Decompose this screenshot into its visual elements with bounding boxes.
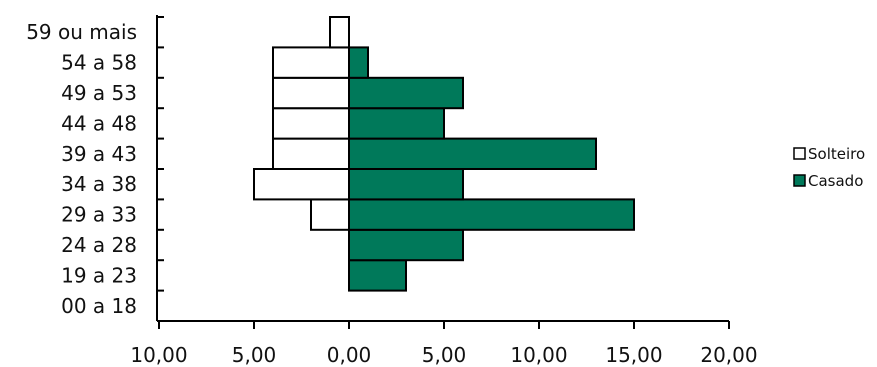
legend-label-solteiro: Solteiro: [808, 145, 865, 163]
bar-solteiro-29-a-33: [310, 198, 350, 231]
x-tick-label: 5,00: [422, 343, 467, 367]
y-tick-label: 44 a 48: [61, 111, 137, 135]
bar-solteiro-39-a-43: [272, 137, 350, 171]
bar-casado-39-a-43: [348, 137, 597, 171]
bar-casado-24-a-28: [348, 228, 464, 262]
bar-casado-44-a-48: [348, 107, 445, 140]
bar-casado-54-a-58: [348, 46, 369, 79]
y-tick-label: 49 a 53: [61, 81, 137, 105]
legend-label-casado: Casado: [808, 172, 863, 190]
axes: [156, 15, 730, 329]
x-tick-label: 20,00: [700, 343, 757, 367]
y-tick-label: 19 a 23: [61, 263, 137, 287]
bar-casado-34-a-38: [348, 168, 464, 201]
bar-solteiro-34-a-38: [253, 168, 350, 201]
bar-solteiro-49-a-53: [272, 76, 350, 110]
legend: Solteiro Casado: [793, 145, 865, 190]
y-tick-label: 59 ou mais: [26, 20, 137, 44]
y-tick-label: 54 a 58: [61, 51, 137, 75]
x-tick-label: 15,00: [605, 343, 662, 367]
x-tick-label: 5,00: [232, 343, 277, 367]
bar-casado-29-a-33: [348, 198, 635, 231]
series-casado-bars: [348, 46, 635, 292]
y-tick-label: 29 a 33: [61, 203, 137, 227]
x-tick-label: 10,00: [130, 343, 187, 367]
bar-casado-49-a-53: [348, 76, 464, 110]
y-tick-label: 39 a 43: [61, 142, 137, 166]
x-tick-label: 0,00: [327, 343, 372, 367]
y-tick-label: 24 a 28: [61, 233, 137, 257]
x-tick-label: 10,00: [510, 343, 567, 367]
series-solteiro-bars: [253, 16, 350, 231]
bar-solteiro-59-ou-mais: [329, 16, 350, 49]
legend-swatch-solteiro: [793, 147, 806, 160]
x-tick-labels: 10,00 5,00 0,00 5,00 10,00 15,00 20,00: [130, 343, 757, 367]
bar-casado-19-a-23: [348, 259, 407, 292]
bar-solteiro-44-a-48: [272, 107, 350, 140]
y-tick-label: 00 a 18: [61, 294, 137, 318]
y-tick-label: 34 a 38: [61, 172, 137, 196]
legend-swatch-casado: [793, 174, 806, 187]
y-tick-labels: 00 a 18 19 a 23 24 a 28 29 a 33 34 a 38 39 a …: [26, 20, 137, 318]
bar-solteiro-54-a-58: [272, 46, 350, 79]
